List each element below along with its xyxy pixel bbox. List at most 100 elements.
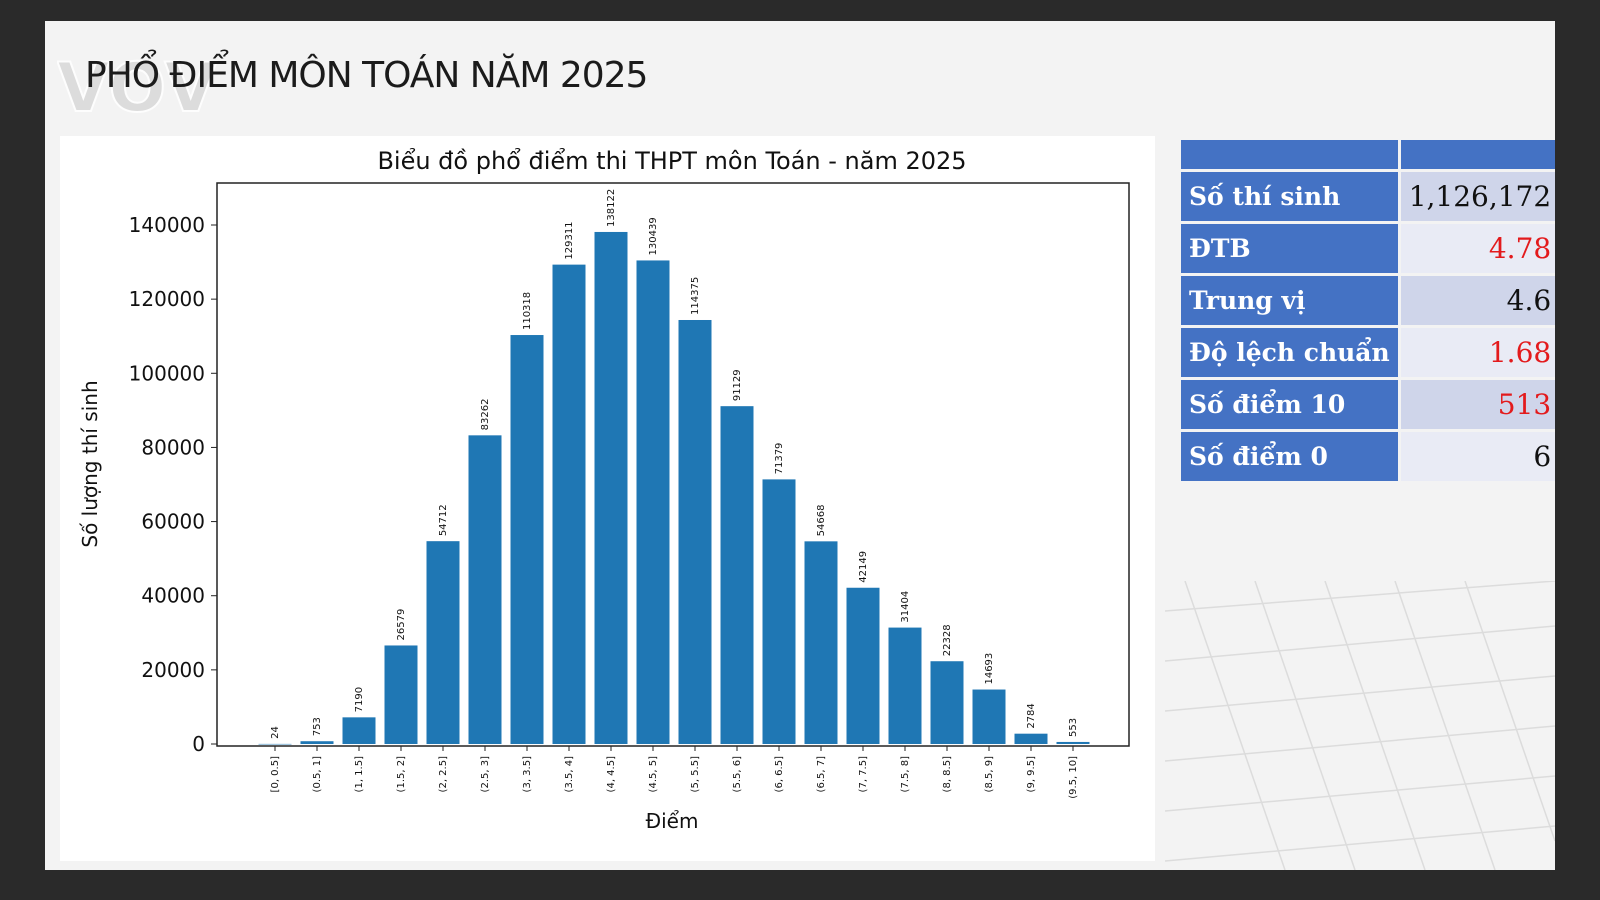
y-tick-label: 80000 [141,435,205,459]
x-tick-label: (7.5, 8] [900,756,911,793]
x-tick-label: [0, 0.5] [270,756,281,793]
bar [552,264,586,744]
bar-value-label: 54712 [438,504,449,536]
x-tick-label: (4.5, 5] [648,756,659,793]
x-tick-label: (1, 1.5] [354,756,365,793]
x-tick-label: (5, 5.5] [690,756,701,793]
stat-value: 4.78 [1400,224,1555,273]
x-tick-label: (8, 8.5] [942,756,953,793]
stat-label: ĐTB [1181,224,1398,273]
y-tick-label: 0 [192,732,205,756]
stats-row: Số điểm 10 513 [1181,380,1555,429]
stat-value: 1,126,172 [1400,172,1555,221]
bar-value-label: 83262 [480,399,491,431]
bar [510,335,544,744]
bar-value-label: 2784 [1026,703,1037,728]
x-tick-label: (6.5, 7] [816,756,827,793]
x-tick-label: (3.5, 4] [564,756,575,793]
y-tick-label: 100000 [129,361,205,385]
x-tick-label: (5.5, 6] [732,756,743,793]
slide: VOV PHỔ ĐIỂM MÔN TOÁN NĂM 2025 Biểu đồ p… [45,21,1555,870]
bar [636,260,670,744]
bar [384,645,418,744]
bar-value-label: 14693 [984,653,995,685]
stats-row: Số thí sinh 1,126,172 [1181,172,1555,221]
bar-value-label: 22328 [942,624,953,656]
bar-value-label: 71379 [774,443,785,475]
decorative-grid [1165,581,1555,870]
bar-value-label: 110318 [522,292,533,330]
bar [468,435,502,744]
stats-table: Số thí sinh 1,126,172 ĐTB 4.78 Trung vị … [1178,137,1555,484]
x-axis-label: Điểm [646,809,699,833]
bar-value-label: 138122 [606,189,617,227]
bar-chart: Biểu đồ phổ điểm thi THPT môn Toán - năm… [78,147,1130,833]
bar-value-label: 91129 [732,369,743,401]
plot-frame [216,182,1130,747]
stat-label: Số điểm 0 [1181,432,1398,481]
bar-value-label: 24 [270,726,281,739]
stat-label: Trung vị [1181,276,1398,325]
vov-logo: VOV [57,51,218,121]
x-tick-label: (9.5, 10] [1068,756,1079,799]
y-tick-label: 120000 [129,287,205,311]
bar-value-label: 553 [1068,718,1079,737]
stat-label: Số thí sinh [1181,172,1398,221]
x-tick-label: (9, 9.5] [1026,756,1037,793]
bar-value-label: 753 [312,717,323,736]
y-tick-label: 20000 [141,658,205,682]
y-tick-label: 40000 [141,584,205,608]
bar [846,587,880,744]
bar [972,689,1006,744]
stats-row: ĐTB 4.78 [1181,224,1555,273]
x-tick-label: (8.5, 9] [984,756,995,793]
bar [342,717,376,744]
bar [762,479,796,744]
bar-value-label: 7190 [354,687,365,712]
x-tick-label: (2.5, 3] [480,756,491,793]
svg-text:VOV: VOV [57,51,217,121]
stats-header-cell [1400,140,1555,169]
bar [720,406,754,744]
stats-header-row [1181,140,1555,169]
bar [426,541,460,744]
x-tick-label: (6, 6.5] [774,756,785,793]
bar-value-label: 26579 [396,609,407,641]
bar [930,661,964,744]
bar [258,743,292,745]
bar-value-label: 130439 [648,217,659,255]
y-tick-label: 140000 [129,213,205,237]
bar [300,741,334,744]
bar [594,231,628,744]
y-tick-label: 60000 [141,510,205,534]
x-tick-label: (7, 7.5] [858,756,869,793]
bar-value-label: 114375 [690,277,701,315]
stat-value: 513 [1400,380,1555,429]
bar-value-label: 54668 [816,505,827,537]
y-axis-label: Số lượng thí sinh [78,380,102,547]
chart-panel: Biểu đồ phổ điểm thi THPT môn Toán - năm… [60,136,1155,861]
stats-row: Độ lệch chuẩn 1.68 [1181,328,1555,377]
bar-value-label: 129311 [564,221,575,259]
bar [1056,741,1090,744]
x-tick-label: (2, 2.5] [438,756,449,793]
x-tick-label: (4, 4.5] [606,756,617,793]
stat-value: 4.6 [1400,276,1555,325]
x-tick-label: (3, 3.5] [522,756,533,793]
x-tick-label: (1.5, 2] [396,756,407,793]
bar-value-label: 31404 [900,591,911,623]
stat-label: Số điểm 10 [1181,380,1398,429]
slide-title: PHỔ ĐIỂM MÔN TOÁN NĂM 2025 [85,55,648,96]
x-tick-label: (0.5, 1] [312,756,323,793]
bar [804,541,838,744]
stat-value: 6 [1400,432,1555,481]
bar [888,627,922,744]
stats-row: Trung vị 4.6 [1181,276,1555,325]
stat-label: Độ lệch chuẩn [1181,328,1398,377]
bar-value-label: 42149 [858,551,869,583]
stat-value: 1.68 [1400,328,1555,377]
bar [678,319,712,744]
stats-row: Số điểm 0 6 [1181,432,1555,481]
stats-header-cell [1181,140,1398,169]
bar [1014,733,1048,744]
